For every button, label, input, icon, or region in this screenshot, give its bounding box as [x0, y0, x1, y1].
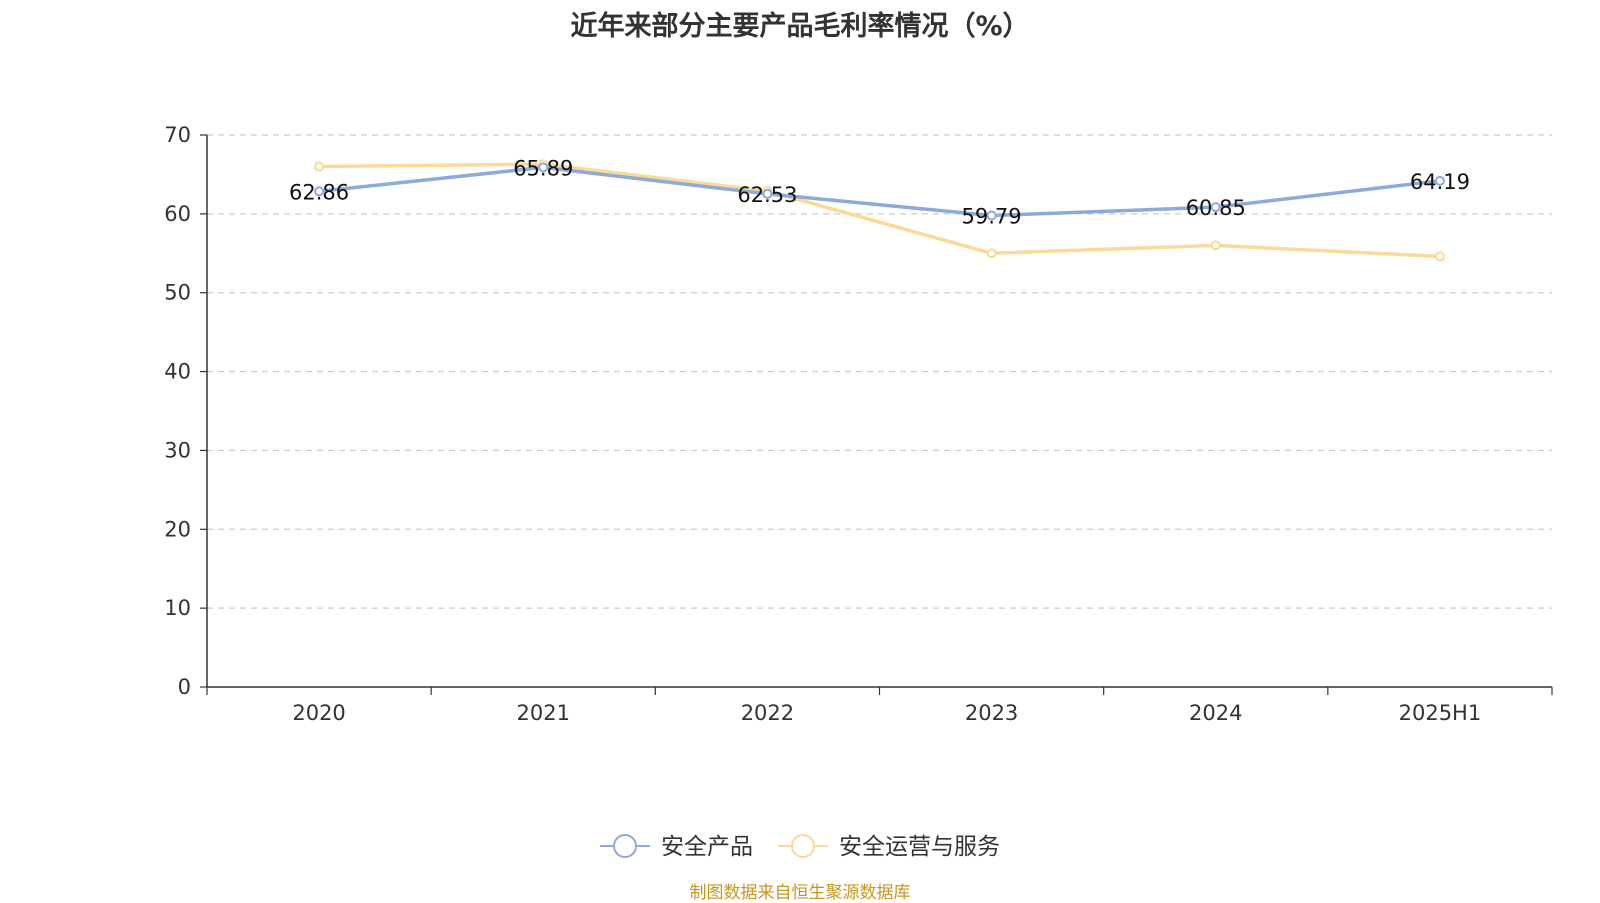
chart-title: 近年来部分主要产品毛利率情况（%）: [570, 11, 1030, 42]
x-tick-label: 2022: [741, 701, 794, 725]
series-line: [319, 162, 1441, 259]
legend-circle-icon: [791, 834, 815, 858]
data-labels: 62.86 65.89 62.53 59.79 60.85 64.19: [289, 156, 1470, 228]
legend-item[interactable]: 安全产品: [600, 834, 753, 860]
y-tick-label: 20: [164, 517, 191, 541]
data-point[interactable]: [986, 210, 997, 221]
data-point[interactable]: [314, 186, 325, 197]
data-label: 64.19: [1410, 170, 1470, 194]
data-label: 62.53: [737, 183, 797, 207]
x-tick-label: 2021: [517, 701, 570, 725]
x-tick-label: 2024: [1189, 701, 1242, 725]
series-line: [318, 165, 1441, 218]
data-point[interactable]: [762, 188, 773, 199]
data-point[interactable]: [986, 248, 997, 259]
axes: 0 10 20 30 40 50 60 70 2020 2021 2022 2023 2024 2025H…: [164, 123, 1553, 725]
y-tick-label: 10: [164, 596, 191, 620]
legend[interactable]: 安全产品 安全运营与服务: [600, 834, 1000, 860]
data-label: 62.86: [289, 180, 349, 204]
legend-item[interactable]: 安全运营与服务: [778, 834, 1000, 860]
data-label: 65.89: [513, 156, 573, 180]
x-tick-label: 2025H1: [1399, 701, 1482, 725]
data-point[interactable]: [1434, 175, 1445, 186]
data-label: 60.85: [1186, 196, 1246, 220]
data-point[interactable]: [314, 161, 325, 172]
data-point[interactable]: [1434, 251, 1445, 262]
data-point[interactable]: [1210, 202, 1221, 213]
data-source-note: 制图数据来自恒生聚源数据库: [689, 883, 911, 903]
y-tick-label: 30: [164, 438, 191, 462]
y-tick-label: 40: [164, 360, 191, 384]
grid-lines: [207, 134, 1552, 609]
legend-label: 安全运营与服务: [839, 834, 1000, 860]
y-tick-label: 70: [164, 123, 191, 147]
data-point[interactable]: [538, 162, 549, 173]
y-tick-label: 60: [164, 202, 191, 226]
data-label: 59.79: [962, 205, 1022, 229]
series-layer: [314, 159, 1445, 262]
y-tick-label: 50: [164, 281, 191, 305]
legend-label: 安全产品: [661, 834, 753, 860]
x-tick-label: 2023: [965, 701, 1018, 725]
x-tick-label: 2020: [292, 701, 345, 725]
legend-circle-icon: [613, 834, 637, 858]
y-tick-label: 0: [178, 675, 191, 699]
data-point[interactable]: [1210, 240, 1221, 251]
